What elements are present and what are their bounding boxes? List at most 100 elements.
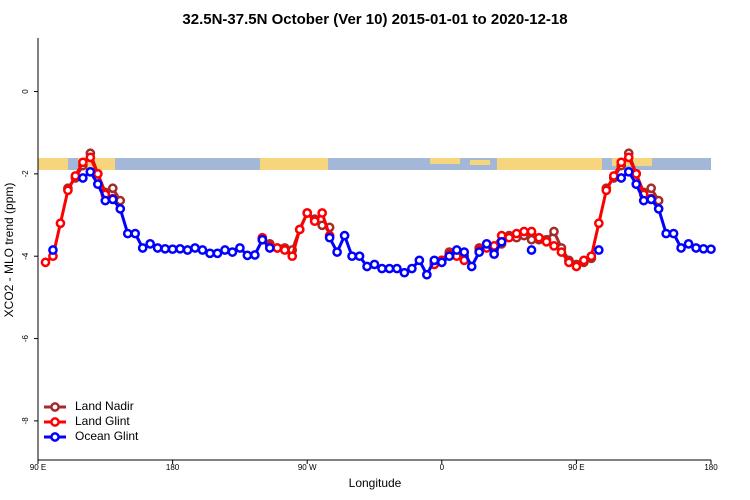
data-point (534, 232, 544, 243)
data-point (227, 247, 238, 257)
legend-label: Ocean Glint (75, 429, 139, 443)
data-point (489, 249, 499, 259)
data-point (549, 241, 559, 251)
data-point (653, 204, 664, 214)
data-point (421, 269, 432, 280)
data-point (631, 169, 642, 179)
data-point (698, 243, 709, 254)
data-point (556, 247, 567, 257)
data-point (92, 169, 103, 179)
data-point (264, 243, 275, 253)
data-point (564, 257, 574, 268)
data-point (526, 245, 537, 255)
data-point (85, 152, 96, 163)
data-point (339, 230, 350, 241)
data-point (436, 257, 447, 268)
data-point (526, 226, 537, 237)
y-tick-label: -8 (21, 417, 30, 425)
data-point (302, 208, 313, 218)
y-tick-label: -6 (21, 334, 30, 342)
data-point (205, 248, 215, 259)
data-point (107, 183, 118, 194)
data-point (616, 157, 627, 168)
data-point (272, 243, 283, 253)
data-point (257, 234, 268, 245)
data-point (362, 261, 372, 272)
data-point (601, 185, 612, 196)
data-point (115, 195, 126, 206)
data-point (496, 236, 507, 247)
data-point (549, 226, 559, 237)
legend-marker (50, 402, 60, 412)
data-point (541, 236, 552, 247)
data-point (294, 224, 305, 235)
x-tick-label: 90 E (568, 463, 584, 472)
data-point (48, 245, 58, 255)
data-point (661, 228, 671, 239)
data-point (444, 251, 455, 262)
data-point (571, 261, 582, 272)
data-point (145, 239, 156, 249)
data-point (519, 226, 529, 237)
data-point (608, 171, 619, 181)
data-point (78, 157, 88, 168)
data-point (504, 232, 514, 243)
data-point (623, 152, 634, 163)
data-point (130, 228, 141, 239)
data-point (235, 243, 245, 253)
data-point (511, 228, 522, 239)
data-point (122, 228, 133, 239)
data-point (459, 247, 470, 257)
data-point (242, 250, 253, 261)
data-point (347, 251, 357, 262)
data-point (212, 248, 223, 259)
data-point (250, 250, 260, 260)
data-point (279, 245, 290, 255)
land-ocean-strip (38, 158, 711, 170)
x-tick-label: 90 E (30, 463, 46, 472)
data-point (369, 259, 380, 270)
x-tick-label: 180 (704, 463, 718, 472)
data-point (646, 194, 657, 205)
data-point (407, 263, 417, 274)
y-tick-label: -2 (21, 170, 30, 178)
x-tick-label: 180 (166, 463, 180, 472)
data-point (399, 267, 410, 278)
data-point (451, 245, 462, 255)
data-point (429, 255, 440, 266)
data-point (70, 171, 81, 181)
data-point (332, 247, 342, 257)
data-point (175, 243, 185, 254)
data-point (384, 263, 395, 274)
data-point (593, 218, 604, 229)
data-point (160, 243, 170, 254)
data-point (55, 218, 66, 229)
data-point (190, 243, 200, 253)
data-point (676, 243, 686, 253)
data-point (646, 183, 657, 194)
data-point (107, 194, 118, 205)
data-point (392, 263, 402, 274)
y-axis-label: XCO2 - MLO trend (ppm) (2, 183, 16, 318)
data-point (526, 234, 537, 245)
x-tick-label: 90 W (298, 463, 317, 472)
legend-marker (50, 432, 60, 442)
data-point (579, 255, 589, 266)
data-point (309, 216, 320, 227)
data-point (100, 195, 111, 206)
data-point (616, 173, 627, 183)
data-point (691, 243, 701, 253)
data-point (167, 244, 178, 255)
legend-label: Land Glint (75, 414, 130, 428)
data-point (152, 243, 163, 253)
data-point (481, 239, 492, 249)
data-point (586, 251, 597, 262)
data-point (115, 204, 126, 214)
y-tick-label: 0 (21, 89, 30, 94)
data-point (197, 245, 208, 255)
data-point (354, 251, 365, 262)
data-point (182, 245, 193, 255)
legend-marker (50, 417, 60, 427)
data-point (85, 166, 96, 177)
